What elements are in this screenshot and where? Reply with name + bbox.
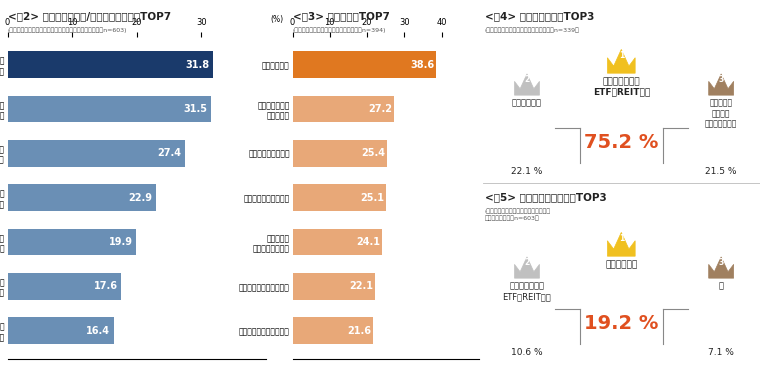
Text: 38.6: 38.6 — [410, 60, 435, 70]
Text: 25.4: 25.4 — [361, 148, 385, 158]
Text: 22.1: 22.1 — [349, 281, 373, 291]
Text: <図2> 投資のきっかけ/興味がある理由　TOP7: <図2> 投資のきっかけ/興味がある理由 TOP7 — [8, 11, 171, 21]
Bar — [8, 140, 185, 167]
Text: 株式や投資信託
ETFやREITなど: 株式や投資信託 ETFやREITなど — [502, 282, 551, 301]
Text: <図5> 興味がある投資先　TOP3: <図5> 興味がある投資先 TOP3 — [485, 192, 606, 202]
Bar — [293, 96, 394, 122]
Text: 19.2 %: 19.2 % — [584, 314, 658, 333]
Polygon shape — [607, 232, 635, 256]
Text: 1: 1 — [619, 51, 624, 60]
Text: 7.1 %: 7.1 % — [708, 348, 734, 358]
Text: (%): (%) — [270, 15, 283, 24]
Text: ポイント投資: ポイント投資 — [605, 260, 638, 269]
Text: 生命保険や
医療保険
などの保険商品: 生命保険や 医療保険 などの保険商品 — [705, 99, 737, 128]
Text: 16.4: 16.4 — [87, 326, 110, 336]
Bar — [8, 317, 113, 344]
Text: 17.6: 17.6 — [94, 281, 118, 291]
Text: <図4> 現在の投資先　TOP3: <図4> 現在の投資先 TOP3 — [485, 11, 594, 21]
Polygon shape — [515, 257, 540, 278]
Polygon shape — [607, 49, 635, 73]
Bar — [8, 273, 122, 300]
Text: (複数回答：現在投資している人ベース　n=339）: (複数回答：現在投資している人ベース n=339） — [485, 27, 580, 33]
Text: 2: 2 — [524, 75, 530, 85]
Text: 25.1: 25.1 — [360, 193, 385, 203]
Bar — [8, 51, 213, 78]
Text: 22.9: 22.9 — [128, 193, 152, 203]
Text: (複数回答：投資経験者／投資経験なし
興味ありベース　n=603）: (複数回答：投資経験者／投資経験なし 興味ありベース n=603） — [485, 209, 551, 221]
Bar — [293, 140, 387, 167]
Bar — [293, 184, 386, 211]
Text: 31.5: 31.5 — [184, 104, 207, 114]
Text: <図3> 投資目的　TOP7: <図3> 投資目的 TOP7 — [293, 11, 389, 21]
Polygon shape — [708, 257, 733, 278]
Text: 27.4: 27.4 — [157, 148, 182, 158]
Text: 2: 2 — [524, 258, 530, 268]
Text: 22.1 %: 22.1 % — [511, 167, 543, 176]
Bar — [293, 51, 436, 78]
Text: 27.2: 27.2 — [368, 104, 392, 114]
Text: 1: 1 — [619, 234, 624, 243]
Bar — [293, 317, 373, 344]
Text: (複数回答：投資経験者／投資経験なし興味ありベース　n=603): (複数回答：投資経験者／投資経験なし興味ありベース n=603) — [8, 27, 127, 33]
Text: 3: 3 — [718, 258, 724, 268]
Text: ポイント投資: ポイント投資 — [512, 99, 542, 108]
Text: (複数回答：現在投資している人ベース　n=394): (複数回答：現在投資している人ベース n=394) — [293, 27, 386, 33]
Bar — [293, 229, 382, 255]
Text: 19.9: 19.9 — [109, 237, 133, 247]
Bar — [8, 229, 136, 255]
Text: 株式や投資信託
ETFやREITなど: 株式や投資信託 ETFやREITなど — [593, 77, 650, 96]
Text: 21.6: 21.6 — [347, 326, 371, 336]
Bar — [8, 96, 211, 122]
Bar — [8, 184, 156, 211]
Text: 金: 金 — [719, 282, 724, 291]
Polygon shape — [515, 74, 540, 95]
Text: 24.1: 24.1 — [356, 237, 381, 247]
Text: 31.8: 31.8 — [185, 60, 210, 70]
Text: 21.5 %: 21.5 % — [705, 167, 737, 176]
Bar — [293, 273, 375, 300]
Text: 3: 3 — [718, 75, 724, 85]
Text: 10.6 %: 10.6 % — [511, 348, 543, 358]
Text: 75.2 %: 75.2 % — [584, 133, 658, 152]
Polygon shape — [708, 74, 733, 95]
